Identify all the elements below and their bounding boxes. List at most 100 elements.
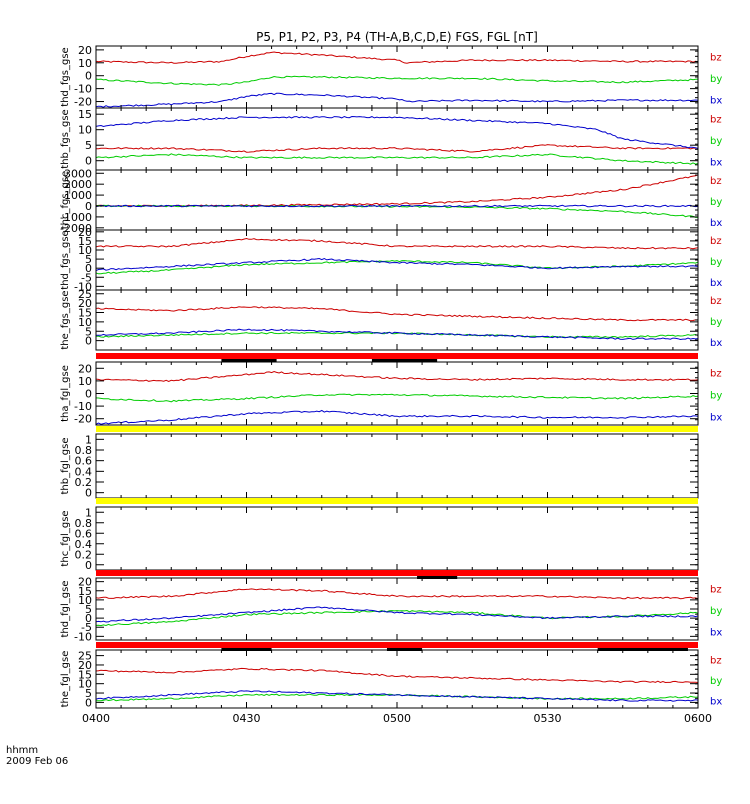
y-tick-label: 15 — [78, 585, 92, 598]
y-tick-label: 10 — [78, 594, 92, 607]
y-tick-label: 10 — [78, 316, 92, 329]
panel-frame — [95, 361, 699, 426]
panel-ylabel: thb_fgs_gse — [60, 109, 71, 168]
y-tick-label: -2000 — [60, 222, 92, 235]
series-line-bx — [96, 409, 698, 425]
legend-bz: bz — [710, 368, 722, 379]
y-tick-label: -20 — [74, 413, 92, 426]
x-tick-label: 0500 — [383, 712, 411, 725]
legend-bx: bx — [710, 96, 722, 107]
y-tick-label: 0 — [85, 70, 92, 83]
y-tick-label: 0.2 — [75, 476, 93, 489]
y-tick-label: 20 — [78, 226, 92, 239]
legend-bz: bz — [710, 236, 722, 247]
status-bar-segment — [371, 359, 438, 362]
y-tick-label: 0.2 — [75, 548, 93, 561]
x-tick-label: 0600 — [684, 712, 712, 725]
legend-bz: bz — [710, 656, 722, 667]
series-line-bx — [96, 257, 698, 272]
legend-bz: bz — [710, 584, 722, 595]
y-tick-label: 0 — [85, 696, 92, 709]
y-tick-label: 5 — [85, 253, 92, 266]
y-tick-label: 0.4 — [75, 538, 93, 551]
panel-frame — [95, 169, 699, 231]
series-line-by — [96, 393, 698, 403]
panel-frame — [95, 649, 699, 709]
legend-bz: bz — [710, 296, 722, 307]
y-tick-label: 20 — [78, 44, 92, 57]
status-bar — [96, 353, 698, 359]
panel-frame — [95, 577, 699, 641]
y-tick-label: 5 — [85, 603, 92, 616]
panel-ylabel: thc_fgs_gse — [60, 171, 71, 230]
panel-ylabel: the_fgs_gse — [60, 290, 71, 349]
y-tick-label: 0 — [85, 487, 92, 500]
status-bar-segment — [597, 648, 688, 651]
legend-by: by — [710, 317, 722, 328]
y-tick-label: 25 — [78, 288, 92, 301]
y-tick-label: 2000 — [64, 178, 92, 191]
panel-thb_fgl_gse-6: 10.80.60.40.20 thb_fgl_gse — [60, 426, 699, 500]
x-axis: 0400 0430 0500 0530 0600 — [82, 712, 712, 725]
series-line-bz — [96, 306, 698, 322]
status-bar — [96, 426, 698, 432]
series-line-bz — [96, 370, 698, 382]
date-label: 2009 Feb 06 — [6, 756, 69, 767]
legend-bx: bx — [710, 158, 722, 169]
y-tick-label: -10 — [74, 630, 92, 643]
y-tick-label: 0 — [85, 388, 92, 401]
y-tick-label: 15 — [78, 108, 92, 121]
y-tick-label: 0.6 — [75, 455, 93, 468]
y-tick-label: 0 — [85, 200, 92, 213]
status-bar — [96, 642, 698, 648]
panel-ylabel: thd_fgl_gse — [60, 581, 71, 638]
y-tick-label: 5 — [85, 325, 92, 338]
status-bar-segment — [221, 648, 272, 651]
series-line-by — [96, 75, 698, 86]
panel-thb_fgs_gse-1: 15 10 5 0 thb_fgs_gse bz by bx — [60, 107, 722, 171]
series-line-by — [96, 259, 698, 275]
y-tick-label: 0 — [85, 559, 92, 572]
panel-series-group — [96, 588, 698, 627]
y-tick-label: -20 — [74, 96, 92, 109]
status-bar-segment — [386, 648, 423, 651]
y-tick-label: -10 — [74, 280, 92, 293]
x-tick-label: 0430 — [233, 712, 261, 725]
panel-series-group — [96, 370, 698, 425]
y-tick-label: 0.4 — [75, 465, 93, 478]
panel-ylabel: thd_fgs_gse — [60, 230, 71, 289]
y-tick-label: 25 — [78, 650, 92, 663]
y-tick-label: 0.6 — [75, 527, 93, 540]
legend-by: by — [710, 136, 722, 147]
series-line-by — [96, 204, 698, 218]
y-tick-label: 1 — [85, 506, 92, 519]
y-tick-label: 0 — [85, 155, 92, 168]
status-bar — [96, 570, 698, 576]
series-line-bx — [96, 328, 698, 341]
chart-title: P5, P1, P2, P3, P4 (TH-A,B,C,D,E) FGS, F… — [256, 30, 538, 44]
status-bar-segment — [417, 576, 458, 579]
legend-bx: bx — [710, 278, 722, 289]
legend-bx: bx — [710, 413, 722, 424]
y-tick-label: 0.8 — [75, 444, 93, 457]
series-line-by — [96, 331, 698, 339]
panel-thc_fgl_gse-7: 10.80.60.40.20 thc_fgl_gse — [60, 498, 699, 572]
y-tick-label: 0.8 — [75, 517, 93, 530]
panel-ylabel: thc_fgl_gse — [60, 510, 71, 566]
series-line-bz — [96, 174, 698, 207]
legend-bz: bz — [710, 176, 722, 187]
y-tick-label: 15 — [78, 235, 92, 248]
y-tick-label: -10 — [74, 83, 92, 96]
y-tick-label: 1 — [85, 433, 92, 446]
y-tick-label: 20 — [78, 659, 92, 672]
x-tick-label: 0530 — [534, 712, 562, 725]
panel-series-group — [96, 667, 698, 702]
panel-ylabel: tha_fgl_gse — [60, 365, 71, 422]
panel-ylabel: thd_fgs_gse — [60, 47, 71, 106]
legend-by: by — [710, 197, 722, 208]
